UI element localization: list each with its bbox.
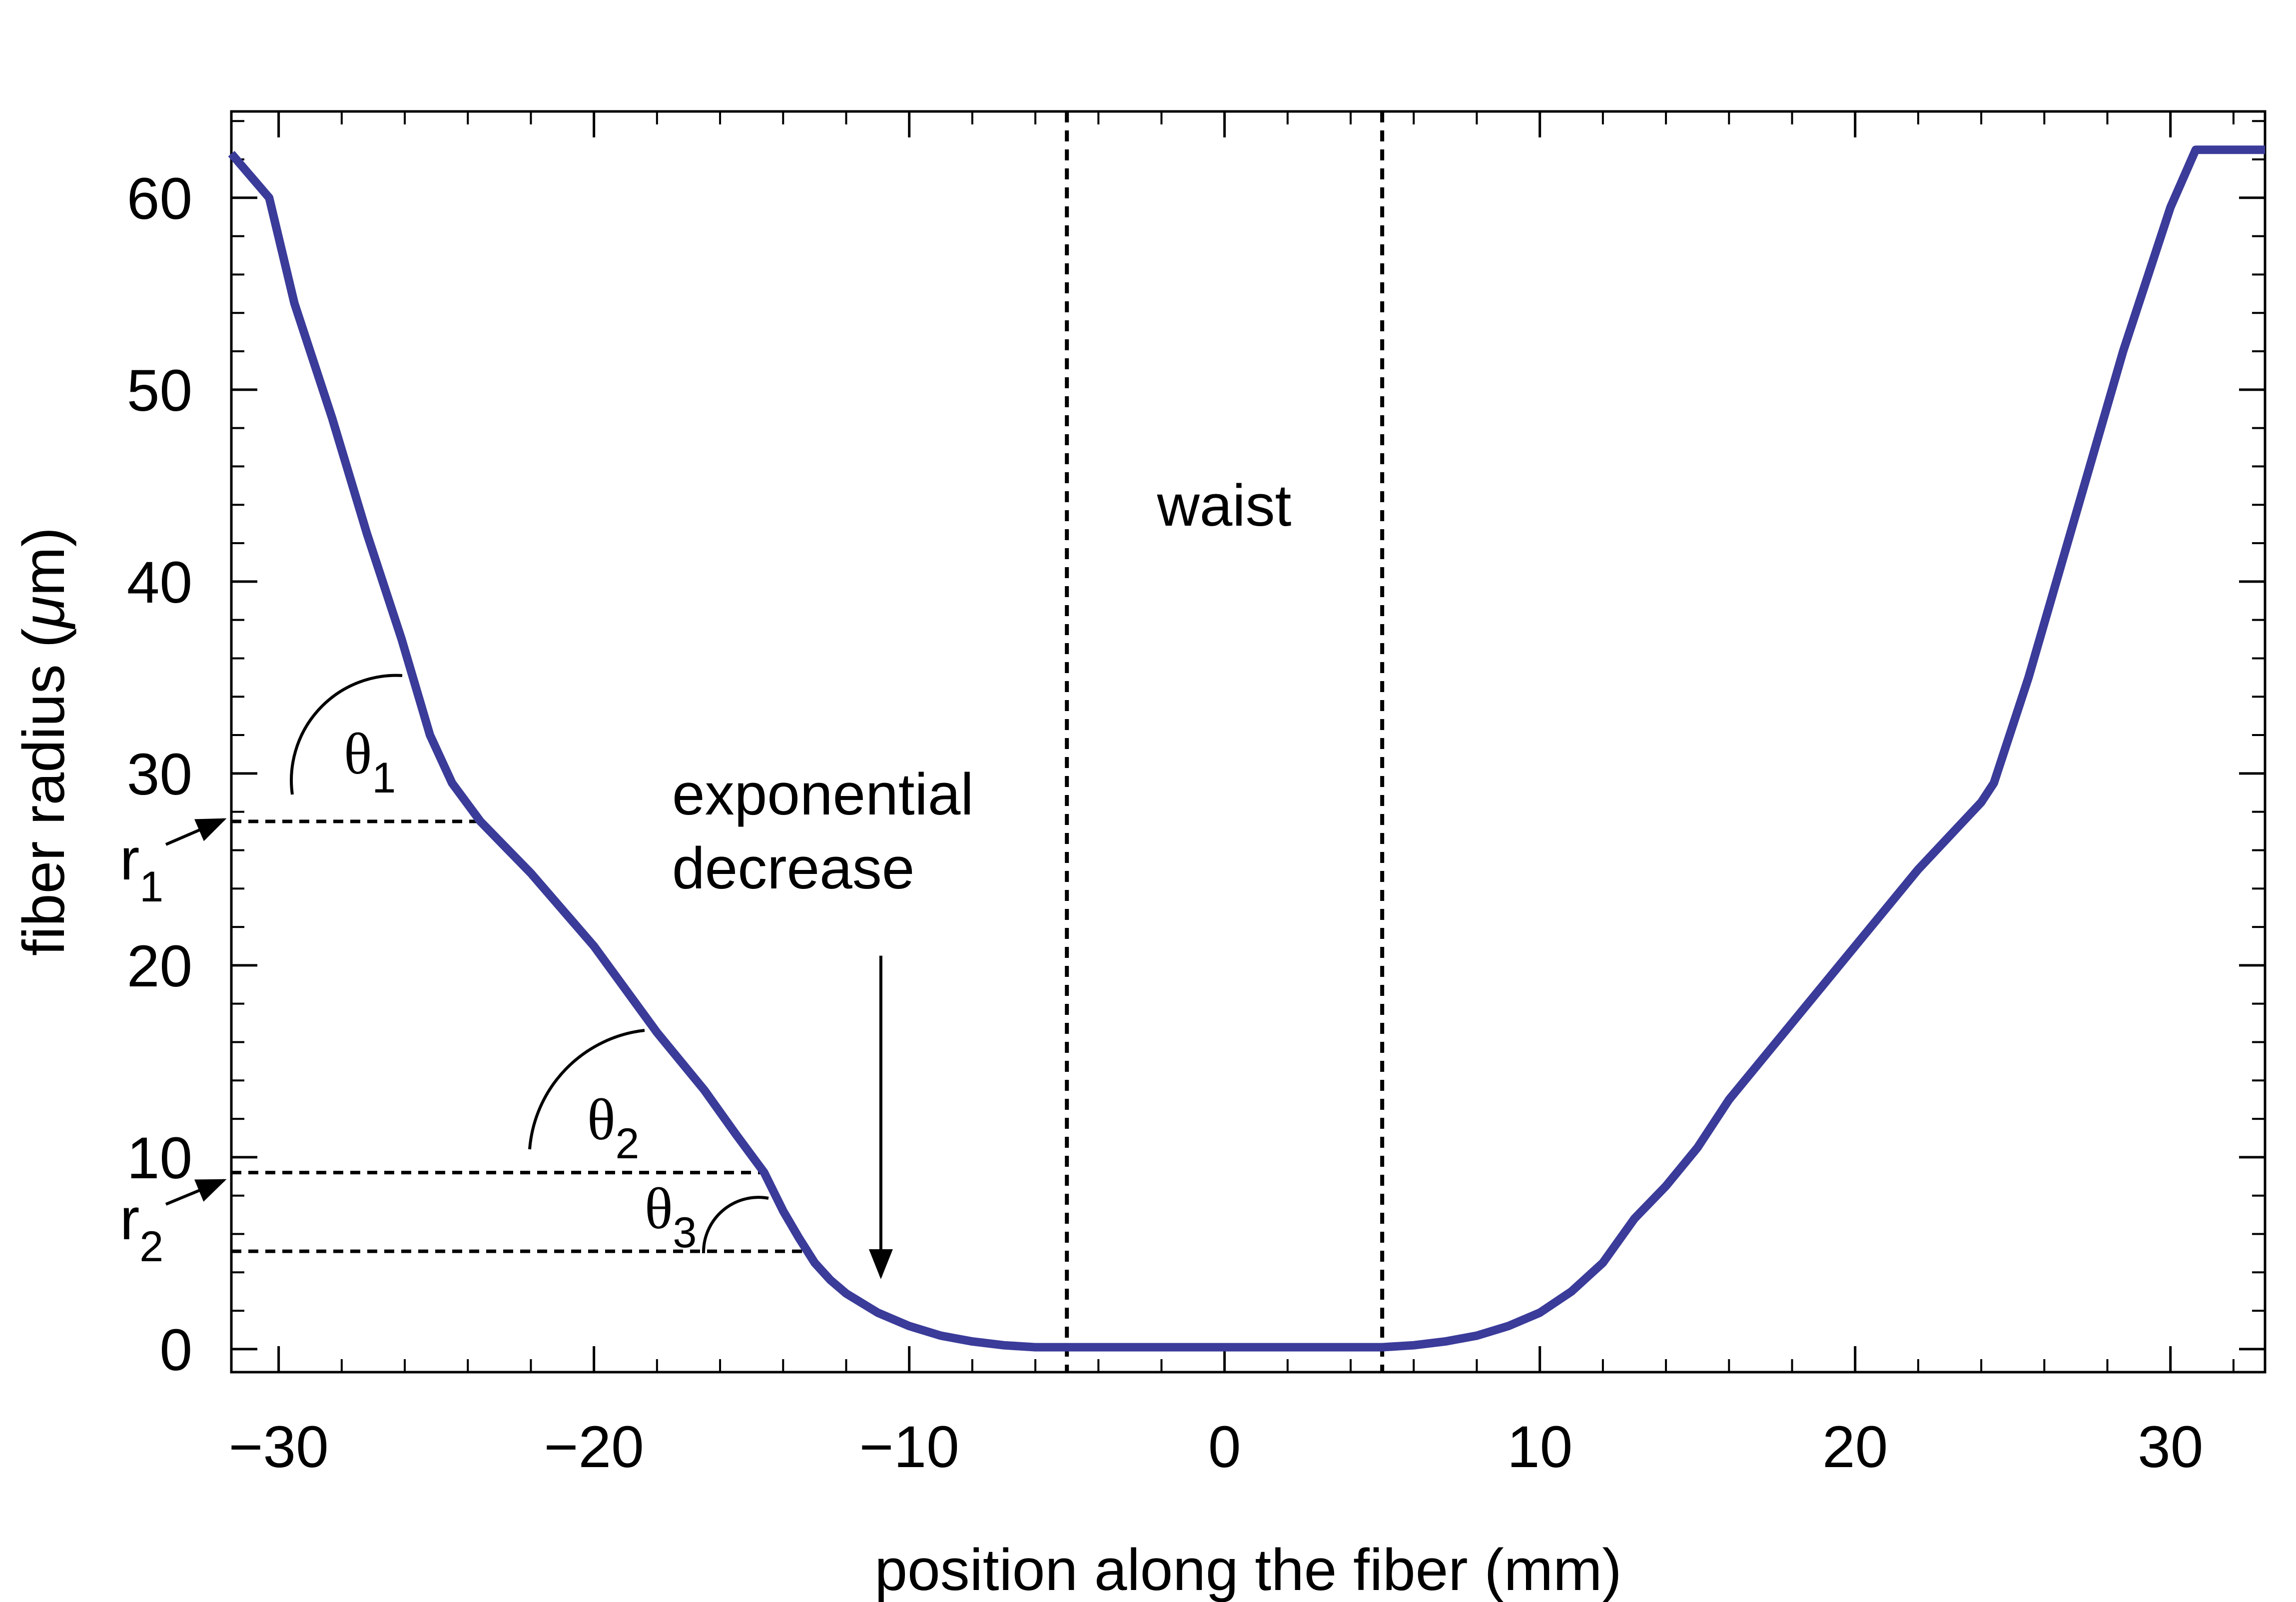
y-tick-label: 40 xyxy=(127,550,192,616)
y-tick-label: 30 xyxy=(127,742,192,807)
fiber-radius-series-line xyxy=(228,145,2265,1352)
r2-arrow xyxy=(165,1179,227,1206)
y-axis-title: fiber radius (μm) xyxy=(11,527,77,956)
r1-subscript: 1 xyxy=(139,863,163,911)
exponential-label-line1: exponential xyxy=(672,762,974,827)
y-tick-label: 60 xyxy=(127,166,192,232)
x-axis-title: position along the fiber (mm) xyxy=(874,1537,1621,1602)
theta1-symbol: θ xyxy=(344,721,372,787)
r2-label: r2 xyxy=(120,1186,163,1271)
x-tick-label: −30 xyxy=(229,1414,329,1480)
theta2-symbol: θ xyxy=(587,1087,616,1152)
r2-symbol: r xyxy=(120,1186,139,1252)
y-tick-label: 20 xyxy=(127,933,192,999)
theta1-label: θ1 xyxy=(344,721,396,802)
theta1-subscript: 1 xyxy=(372,754,396,802)
r1-arrow xyxy=(165,818,227,846)
x-tick-label: 0 xyxy=(1208,1414,1241,1480)
y-tick-label: 10 xyxy=(127,1125,192,1191)
x-tick-label: −10 xyxy=(859,1414,959,1480)
y-axis-title-unit: m) xyxy=(11,527,77,596)
plot-frame xyxy=(230,110,2267,1374)
theta3-subscript: 3 xyxy=(673,1209,697,1257)
x-tick-label: 10 xyxy=(1507,1414,1572,1480)
y-axis-title-prefix: fiber radius ( xyxy=(11,628,77,956)
x-tick-label: 20 xyxy=(1822,1414,1888,1480)
waist-label: waist xyxy=(1157,473,1292,539)
y-tick-label: 50 xyxy=(127,358,192,424)
theta2-subscript: 2 xyxy=(616,1120,640,1168)
theta3-arc xyxy=(702,1196,769,1254)
r1-symbol: r xyxy=(120,826,139,892)
exponential-label-line2: decrease xyxy=(672,835,914,901)
axis-tick-labels: −30 −20 −10 0 10 20 30 0 10 20 30 40 50 60 xyxy=(127,166,2204,1480)
x-tick-label: −20 xyxy=(544,1414,644,1480)
r1-label: r1 xyxy=(120,826,163,911)
axis-ticks xyxy=(231,111,2265,1372)
theta2-label: θ2 xyxy=(587,1087,639,1168)
r2-subscript: 2 xyxy=(139,1223,163,1271)
theta3-label: θ3 xyxy=(645,1176,697,1257)
theta1-arc xyxy=(290,674,403,795)
theta2-arc xyxy=(528,1029,645,1150)
theta3-symbol: θ xyxy=(645,1176,673,1241)
y-tick-label: 0 xyxy=(159,1317,192,1383)
y-axis-title-mu: μ xyxy=(11,596,77,630)
x-tick-label: 30 xyxy=(2138,1414,2203,1480)
